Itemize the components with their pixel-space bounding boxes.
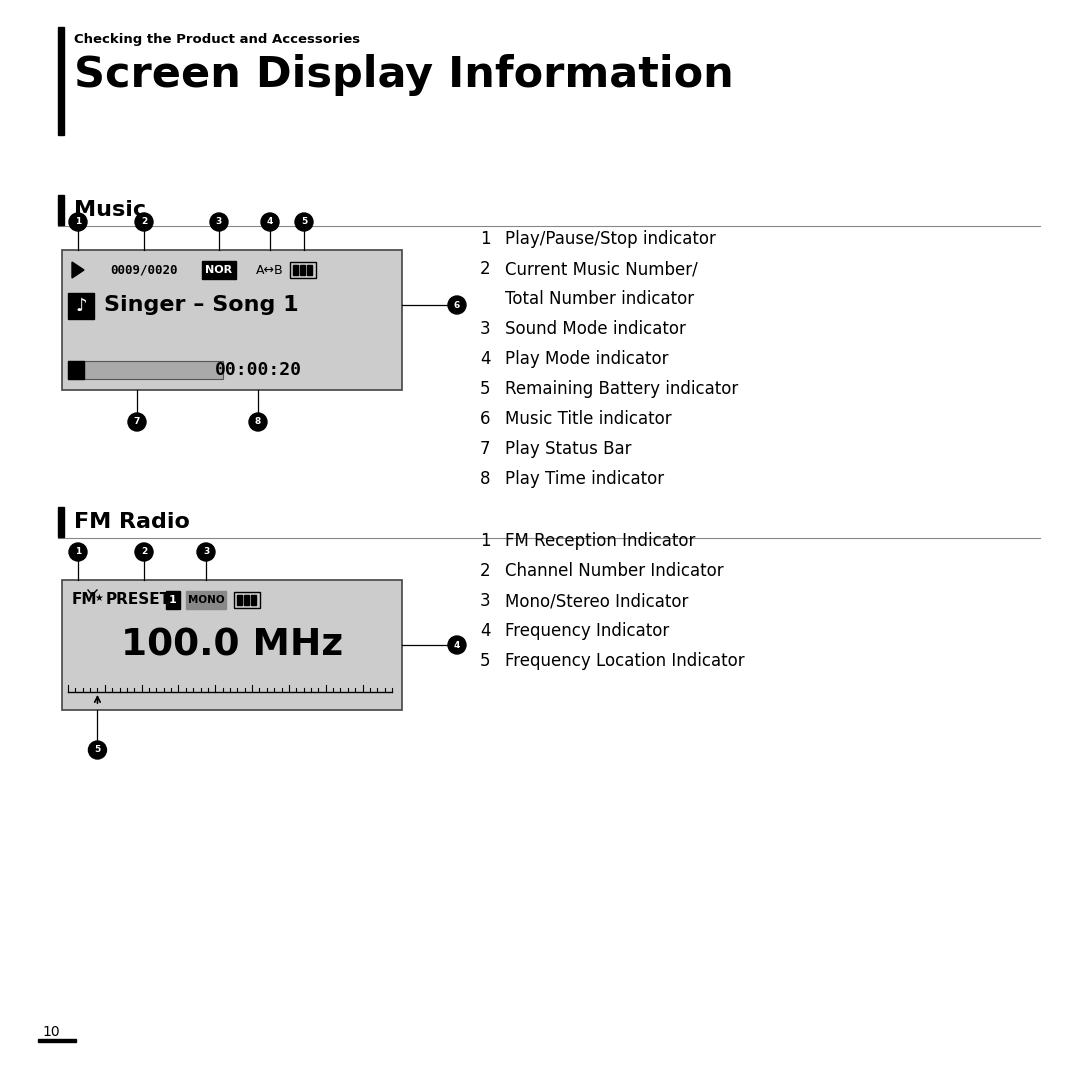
Text: 1: 1 xyxy=(480,230,490,248)
Circle shape xyxy=(69,543,87,561)
Circle shape xyxy=(448,636,465,654)
Circle shape xyxy=(197,543,215,561)
Text: Checking the Product and Accessories: Checking the Product and Accessories xyxy=(75,33,360,46)
Text: Channel Number Indicator: Channel Number Indicator xyxy=(505,562,724,580)
Text: Frequency Location Indicator: Frequency Location Indicator xyxy=(505,652,744,670)
Circle shape xyxy=(261,213,279,231)
Circle shape xyxy=(135,543,153,561)
Text: 3: 3 xyxy=(216,217,222,227)
Circle shape xyxy=(295,213,313,231)
Text: 4: 4 xyxy=(480,622,490,640)
Text: 2: 2 xyxy=(140,548,147,556)
Bar xyxy=(68,361,222,379)
Text: Screen Display Information: Screen Display Information xyxy=(75,54,733,96)
Bar xyxy=(68,293,94,319)
Circle shape xyxy=(129,413,146,431)
Text: 6: 6 xyxy=(454,300,460,310)
Text: Music: Music xyxy=(75,200,146,220)
Bar xyxy=(58,507,64,537)
Circle shape xyxy=(448,296,465,314)
Bar xyxy=(186,591,226,609)
Circle shape xyxy=(69,213,87,231)
Text: 8: 8 xyxy=(480,470,490,488)
Text: Frequency Indicator: Frequency Indicator xyxy=(505,622,670,640)
Bar xyxy=(244,595,249,605)
Text: Play/Pause/Stop indicator: Play/Pause/Stop indicator xyxy=(505,230,716,248)
Text: A↔B: A↔B xyxy=(256,264,284,276)
Text: NOR: NOR xyxy=(205,265,232,275)
Text: 4: 4 xyxy=(480,350,490,368)
Text: 3: 3 xyxy=(480,320,490,338)
FancyBboxPatch shape xyxy=(62,580,402,710)
Text: 6: 6 xyxy=(480,410,490,428)
Text: 5: 5 xyxy=(480,652,490,670)
Bar xyxy=(293,265,298,275)
Bar xyxy=(291,262,316,278)
Circle shape xyxy=(249,413,267,431)
Circle shape xyxy=(135,213,153,231)
Text: 1: 1 xyxy=(75,217,81,227)
Text: 2: 2 xyxy=(480,562,490,580)
Bar xyxy=(300,265,305,275)
Text: ★: ★ xyxy=(94,593,103,603)
Text: 2: 2 xyxy=(480,260,490,278)
Bar xyxy=(166,591,180,609)
Text: 8: 8 xyxy=(255,418,261,427)
Bar xyxy=(38,1039,76,1042)
Text: 4: 4 xyxy=(454,640,460,649)
Polygon shape xyxy=(72,262,84,278)
FancyBboxPatch shape xyxy=(62,249,402,390)
Text: 10: 10 xyxy=(42,1025,59,1039)
Bar xyxy=(251,595,256,605)
Text: 2: 2 xyxy=(140,217,147,227)
Text: 5: 5 xyxy=(480,380,490,399)
Text: Total Number indicator: Total Number indicator xyxy=(505,291,694,308)
Text: 1: 1 xyxy=(75,548,81,556)
Text: 1: 1 xyxy=(170,595,177,605)
Text: FM Radio: FM Radio xyxy=(75,512,190,532)
Text: 3: 3 xyxy=(480,592,490,610)
Text: ♪: ♪ xyxy=(76,297,86,315)
Text: Play Mode indicator: Play Mode indicator xyxy=(505,350,669,368)
Bar xyxy=(58,27,64,135)
Text: 5: 5 xyxy=(94,745,100,755)
Text: FM: FM xyxy=(72,593,97,607)
Text: Sound Mode indicator: Sound Mode indicator xyxy=(505,320,686,338)
Bar xyxy=(234,592,260,608)
Text: 100.0 MHz: 100.0 MHz xyxy=(121,627,343,663)
Bar xyxy=(68,361,84,379)
Text: 7: 7 xyxy=(480,440,490,458)
Text: Current Music Number/: Current Music Number/ xyxy=(505,260,698,278)
Circle shape xyxy=(210,213,228,231)
Text: Play Status Bar: Play Status Bar xyxy=(505,440,632,458)
Circle shape xyxy=(89,741,107,759)
Text: 7: 7 xyxy=(134,418,140,427)
Text: Mono/Stereo Indicator: Mono/Stereo Indicator xyxy=(505,592,688,610)
Text: MONO: MONO xyxy=(188,595,225,605)
Text: 3: 3 xyxy=(203,548,210,556)
Text: 4: 4 xyxy=(267,217,273,227)
Text: Play Time indicator: Play Time indicator xyxy=(505,470,664,488)
Text: 0009/0020: 0009/0020 xyxy=(110,264,178,276)
Text: Singer – Song 1: Singer – Song 1 xyxy=(104,295,299,315)
Text: 1: 1 xyxy=(480,532,490,550)
Text: Music Title indicator: Music Title indicator xyxy=(505,410,672,428)
Text: 5: 5 xyxy=(301,217,307,227)
Bar xyxy=(237,595,242,605)
Text: PRESET: PRESET xyxy=(106,593,171,607)
Bar xyxy=(202,261,237,279)
Text: 00:00:20: 00:00:20 xyxy=(215,361,301,379)
Bar xyxy=(58,195,64,225)
Text: Remaining Battery indicator: Remaining Battery indicator xyxy=(505,380,739,399)
Text: FM Reception Indicator: FM Reception Indicator xyxy=(505,532,696,550)
Bar xyxy=(307,265,312,275)
